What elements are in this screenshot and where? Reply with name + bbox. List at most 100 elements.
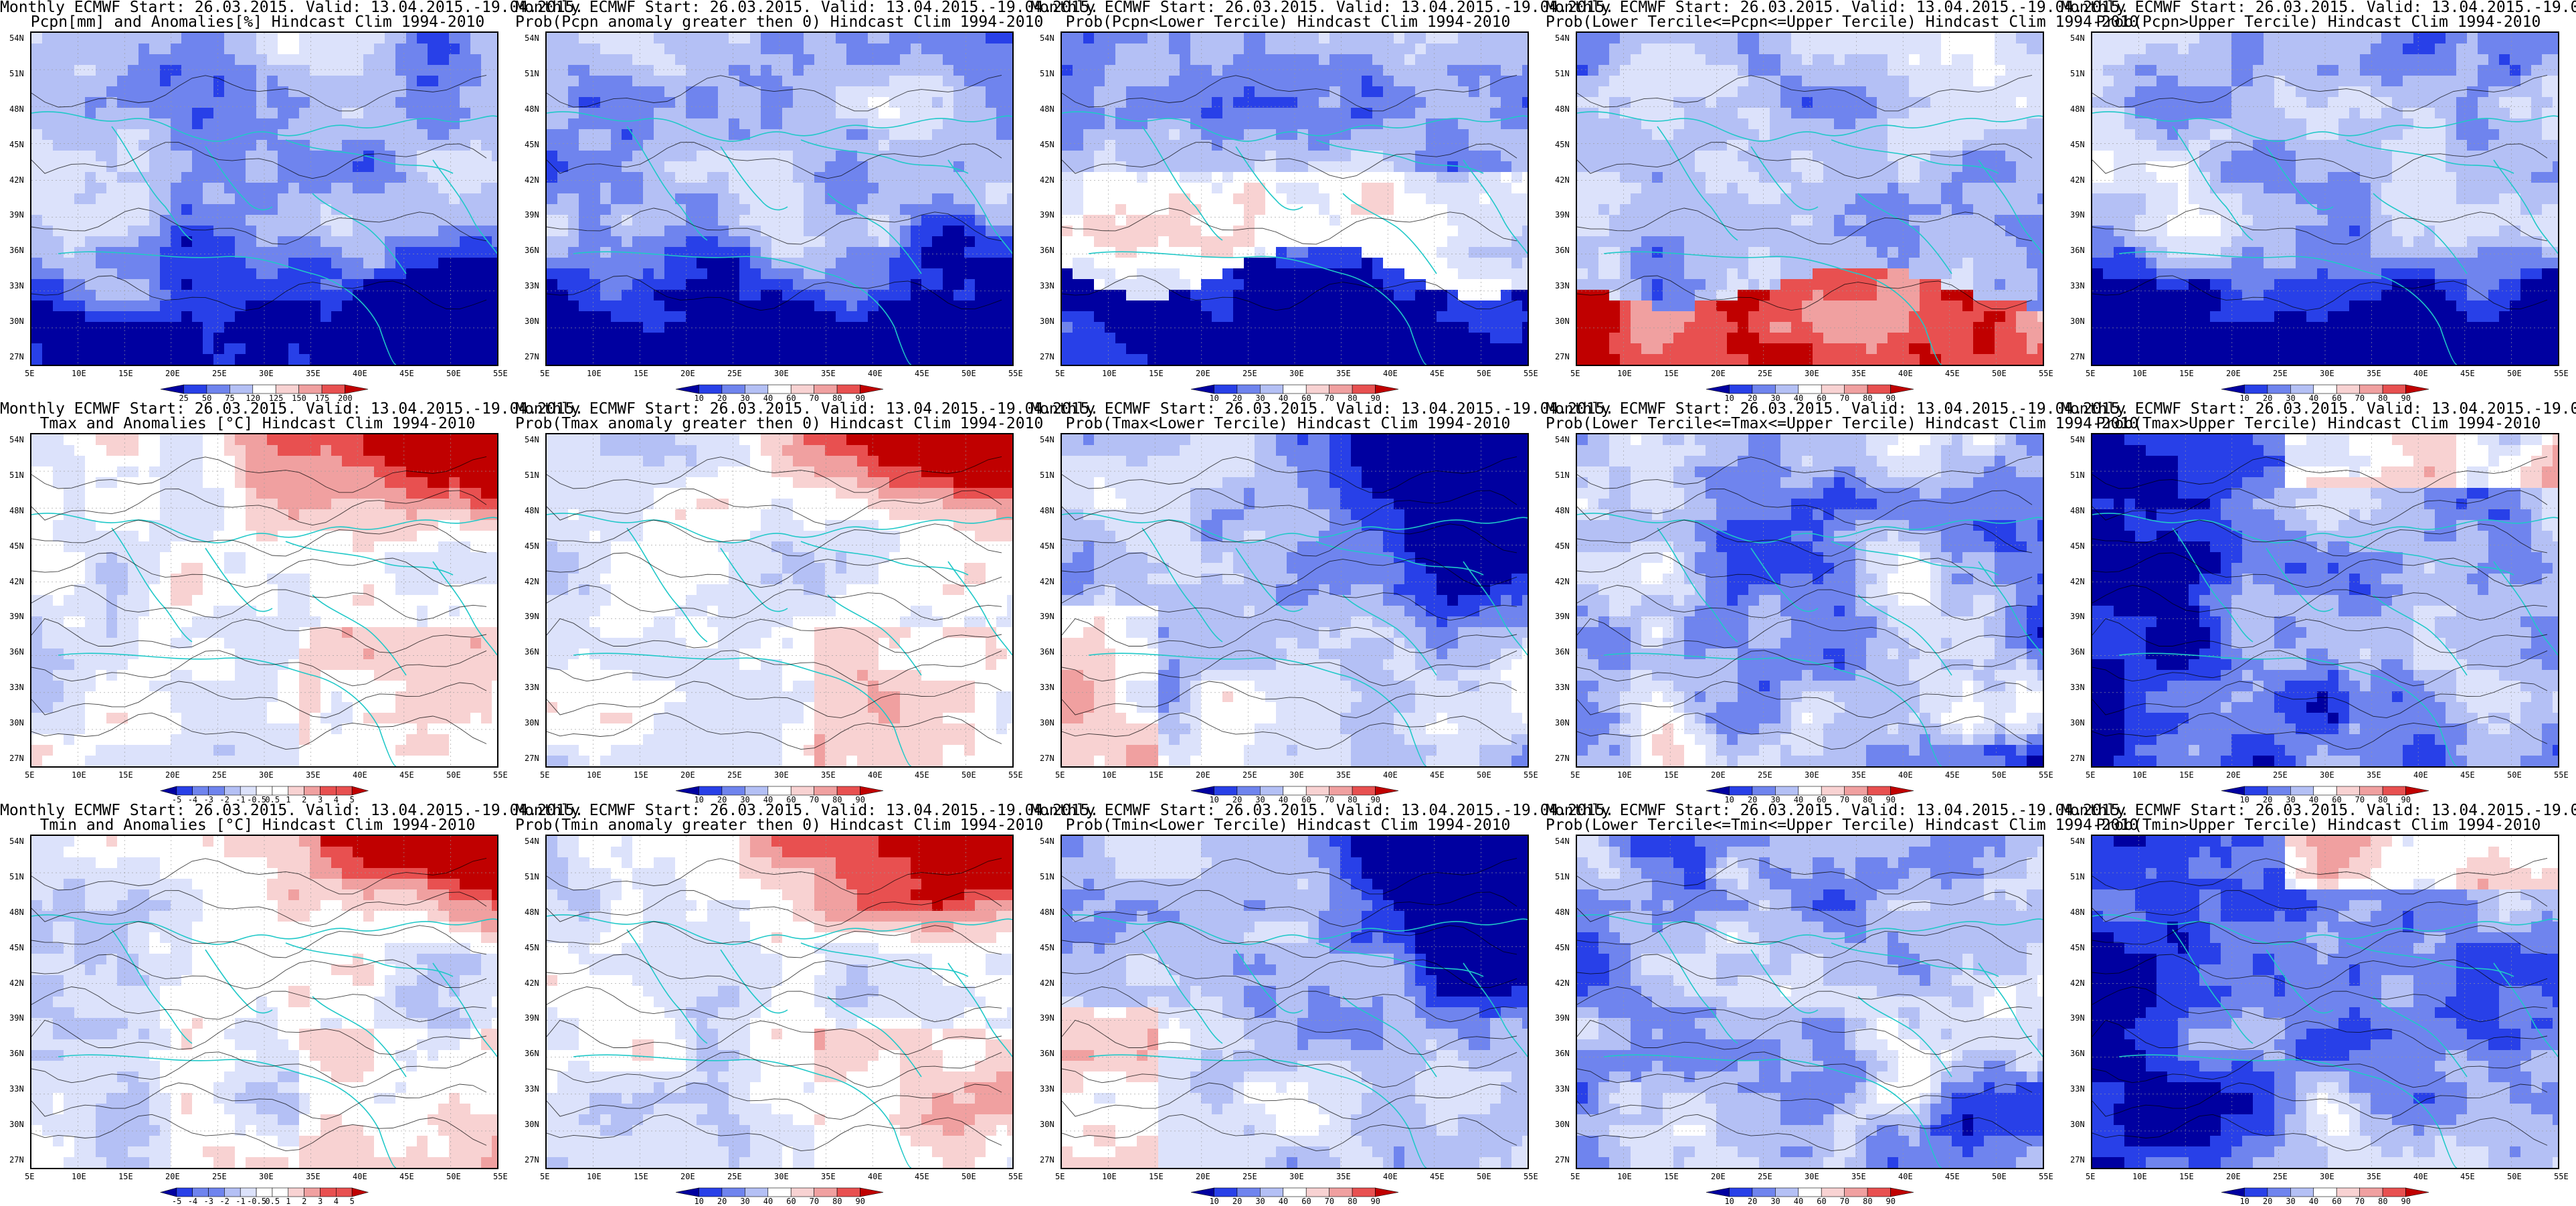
latitude-label: 48N xyxy=(9,908,24,917)
latitude-label: 27N xyxy=(9,754,24,763)
longitude-label: 20E xyxy=(165,770,180,780)
latitude-label: 42N xyxy=(525,175,539,185)
longitude-label: 10E xyxy=(2132,369,2147,378)
latitude-label: 51N xyxy=(525,69,539,78)
latitude-label: 54N xyxy=(1040,33,1054,43)
longitude-label: 50E xyxy=(1477,1172,1491,1181)
latitude-label: 30N xyxy=(9,718,24,727)
longitude-label: 20E xyxy=(165,1172,180,1181)
latitude-label: 27N xyxy=(525,352,539,361)
longitude-label: 10E xyxy=(1102,770,1117,780)
forecast-map xyxy=(545,433,1014,768)
latitude-label: 36N xyxy=(1555,647,1570,657)
longitude-label: 30E xyxy=(1289,369,1304,378)
longitude-label: 5E xyxy=(540,1172,549,1181)
colorbar xyxy=(1699,785,1920,794)
longitude-label: 50E xyxy=(446,1172,461,1181)
latitude-label: 48N xyxy=(2070,104,2085,114)
latitude-label: 30N xyxy=(9,317,24,326)
forecast-map xyxy=(1061,433,1529,768)
latitude-label: 36N xyxy=(1555,1049,1570,1058)
longitude-label: 50E xyxy=(2507,770,2522,780)
latitude-label: 36N xyxy=(1040,246,1054,255)
longitude-label: 5E xyxy=(1570,1172,1580,1181)
latitude-label: 39N xyxy=(1040,210,1054,220)
longitude-label: 30E xyxy=(259,369,274,378)
longitude-label: 40E xyxy=(868,1172,883,1181)
forecast-map xyxy=(1576,31,2044,366)
latitude-label: 45N xyxy=(1040,140,1054,149)
latitude-label: 36N xyxy=(9,246,24,255)
forecast-map xyxy=(2091,835,2559,1169)
longitude-label: 20E xyxy=(680,1172,695,1181)
longitude-label: 25E xyxy=(1243,770,1257,780)
latitude-label: 36N xyxy=(2070,647,2085,657)
panel-title: Prob(Tmin anomaly greater then 0) Hindca… xyxy=(515,818,1030,833)
latitude-label: 54N xyxy=(9,837,24,846)
longitude-label: 30E xyxy=(774,369,789,378)
longitude-label: 25E xyxy=(2273,1172,2288,1181)
map-panel: Monthly ECMWF Start: 26.03.2015. Valid: … xyxy=(0,402,515,803)
latitude-label: 42N xyxy=(2070,175,2085,185)
colorbar xyxy=(1184,1187,1405,1195)
longitude-label: 45E xyxy=(1430,770,1445,780)
latitude-label: 36N xyxy=(1040,1049,1054,1058)
longitude-label: 15E xyxy=(1149,1172,1164,1181)
latitude-label: 48N xyxy=(525,908,539,917)
latitude-label: 36N xyxy=(1555,246,1570,255)
map-panel: Monthly ECMWF Start: 26.03.2015. Valid: … xyxy=(515,0,1030,402)
latitude-label: 42N xyxy=(9,978,24,988)
longitude-label: 25E xyxy=(1758,1172,1772,1181)
longitude-label: 40E xyxy=(353,369,367,378)
colorbar xyxy=(1184,785,1405,794)
latitude-label: 51N xyxy=(1555,69,1570,78)
longitude-label: 35E xyxy=(306,369,320,378)
latitude-label: 45N xyxy=(1040,541,1054,551)
latitude-label: 51N xyxy=(525,470,539,480)
latitude-label: 45N xyxy=(9,541,24,551)
longitude-label: 5E xyxy=(1055,770,1065,780)
longitude-label: 35E xyxy=(2367,369,2381,378)
latitude-label: 39N xyxy=(525,612,539,621)
map-panel: Monthly ECMWF Start: 26.03.2015. Valid: … xyxy=(515,803,1030,1205)
longitude-label: 50E xyxy=(446,770,461,780)
panel-title: Prob(Pcpn anomaly greater then 0) Hindca… xyxy=(515,15,1030,30)
longitude-label: 5E xyxy=(1055,369,1065,378)
longitude-label: 20E xyxy=(2226,1172,2241,1181)
longitude-label: 15E xyxy=(634,770,648,780)
colorbar xyxy=(669,1187,890,1195)
latitude-label: 30N xyxy=(1040,317,1054,326)
forecast-map xyxy=(545,31,1014,366)
longitude-label: 50E xyxy=(1992,770,2007,780)
latitude-label: 27N xyxy=(1555,352,1570,361)
longitude-label: 45E xyxy=(2460,369,2475,378)
latitude-label: 54N xyxy=(525,33,539,43)
latitude-label: 30N xyxy=(2070,718,2085,727)
latitude-label: 36N xyxy=(1040,647,1054,657)
longitude-label: 45E xyxy=(1945,369,1960,378)
map-panel: Monthly ECMWF Start: 26.03.2015. Valid: … xyxy=(1030,0,1546,402)
panel-title: Prob(Lower Tercile<=Tmax<=Upper Tercile)… xyxy=(1546,416,2061,432)
latitude-label: 33N xyxy=(1040,683,1054,692)
longitude-label: 35E xyxy=(821,770,836,780)
latitude-label: 42N xyxy=(9,577,24,586)
forecast-map xyxy=(30,433,498,768)
latitude-label: 33N xyxy=(1555,281,1570,290)
longitude-label: 5E xyxy=(2086,770,2095,780)
latitude-label: 33N xyxy=(9,1084,24,1094)
latitude-label: 48N xyxy=(1555,908,1570,917)
longitude-label: 55E xyxy=(2039,369,2053,378)
forecast-map xyxy=(1061,835,1529,1169)
map-panel: Monthly ECMWF Start: 26.03.2015. Valid: … xyxy=(1030,803,1546,1205)
longitude-label: 50E xyxy=(961,770,976,780)
longitude-label: 25E xyxy=(1243,369,1257,378)
latitude-label: 36N xyxy=(9,647,24,657)
longitude-label: 40E xyxy=(1383,369,1398,378)
longitude-label: 10E xyxy=(1617,1172,1632,1181)
map-panel: Monthly ECMWF Start: 26.03.2015. Valid: … xyxy=(2061,0,2576,402)
colorbar xyxy=(154,785,375,794)
longitude-label: 30E xyxy=(259,1172,274,1181)
latitude-label: 54N xyxy=(1040,435,1054,444)
longitude-label: 55E xyxy=(493,1172,508,1181)
latitude-label: 36N xyxy=(525,1049,539,1058)
